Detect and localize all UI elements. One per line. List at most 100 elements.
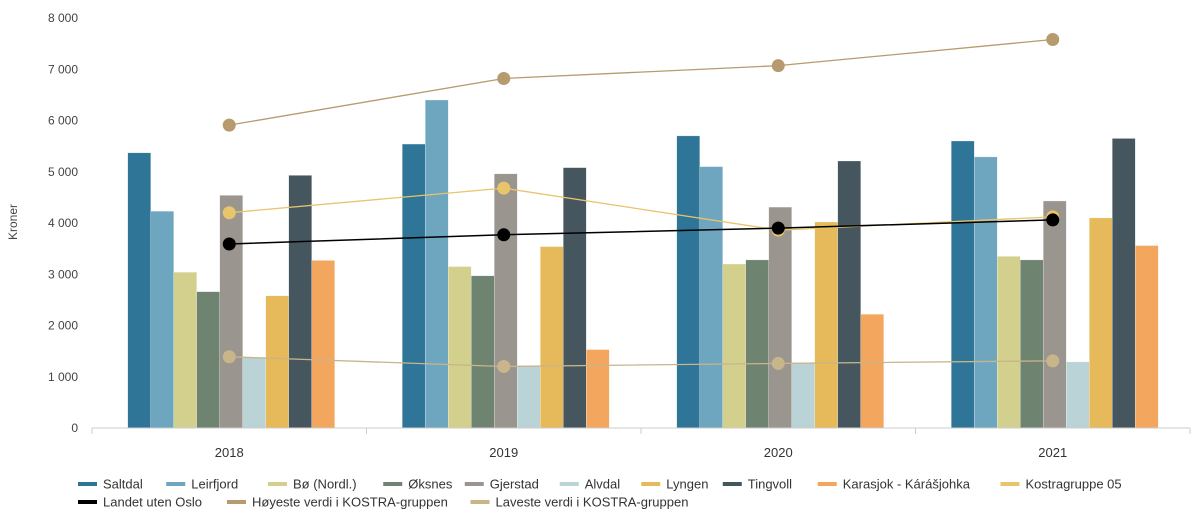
point-h-yeste-verdi-i-kostra-gruppen-2019	[497, 71, 511, 85]
point-laveste-verdi-i-kostra-gruppen-2021	[1046, 354, 1060, 368]
legend-swatch--ksnes	[383, 482, 403, 486]
point-h-yeste-verdi-i-kostra-gruppen-2018	[222, 118, 236, 132]
line-landet-uten-oslo	[229, 219, 1053, 245]
bar--ksnes-2020	[745, 259, 769, 429]
bar-alvdal-2019	[517, 365, 541, 429]
legend-swatch-karasjok-k-r-johka	[817, 482, 837, 486]
bar-tingvoll-2020	[837, 160, 861, 429]
x-tick-label: 2021	[1038, 445, 1067, 460]
y-tick-label: 2 000	[48, 319, 78, 333]
bar-saltdal-2018	[127, 152, 151, 429]
bar-karasjok-k-r-johka-2018	[311, 260, 335, 429]
legend-swatch-landet-uten-oslo	[78, 500, 97, 504]
bar-lyngen-2019	[540, 246, 564, 429]
y-tick-label: 7 000	[48, 62, 78, 76]
bar-marks	[127, 99, 1159, 429]
bar-leirfjord-2019	[425, 99, 449, 429]
bar-lyngen-2018	[265, 295, 289, 429]
y-axis-label: Kroner	[6, 204, 20, 240]
bar-b-nordl--2018	[173, 271, 197, 429]
x-axis: 2018 2019 2020 2021	[91, 427, 1191, 460]
bar-gjerstad-2018	[219, 195, 243, 429]
bar-leirfjord-2018	[150, 210, 174, 429]
legend-swatch-laveste-verdi-i-kostra-gruppen	[470, 500, 490, 504]
bar-karasjok-k-r-johka-2020	[860, 313, 884, 429]
legend-label-karasjok-k-r-johka: Karasjok - Kárášjohka	[843, 477, 971, 492]
bar-saltdal-2021	[951, 140, 975, 429]
bar-alvdal-2018	[242, 357, 266, 429]
legend-swatch-lyngen	[641, 482, 661, 486]
legend-swatch-alvdal	[559, 482, 579, 486]
bar-saltdal-2020	[676, 135, 700, 429]
bar-saltdal-2019	[402, 143, 426, 429]
legend-label-h-yeste-verdi-i-kostra-gruppen: Høyeste verdi i KOSTRA-gruppen	[252, 495, 448, 510]
x-tick-label: 2019	[489, 445, 518, 460]
y-tick-label: 5 000	[48, 165, 78, 179]
line-marks	[222, 33, 1060, 373]
bar-alvdal-2020	[791, 363, 815, 429]
bar-lyngen-2020	[814, 221, 838, 429]
legend-swatch-tingvoll	[722, 482, 742, 486]
point-landet-uten-oslo-2021	[1046, 213, 1060, 227]
x-tick-label: 2018	[215, 445, 244, 460]
legend-label-leirfjord: Leirfjord	[191, 477, 238, 492]
y-axis: 0 1 000 2 000 3 000 4 000 5 000 6 000 7 000 8 00…	[48, 11, 78, 435]
legend-label-lyngen: Lyngen	[666, 477, 708, 492]
legend-label-laveste-verdi-i-kostra-gruppen: Laveste verdi i KOSTRA-gruppen	[496, 495, 689, 510]
point-landet-uten-oslo-2019	[497, 228, 511, 242]
legend-swatch-saltdal	[78, 482, 97, 486]
y-tick-label: 1 000	[48, 370, 78, 384]
bar--ksnes-2018	[196, 291, 220, 429]
bar-gjerstad-2020	[768, 206, 792, 429]
legend-label-kostragruppe-05: Kostragruppe 05	[1026, 477, 1122, 492]
point-h-yeste-verdi-i-kostra-gruppen-2021	[1046, 33, 1060, 47]
y-tick-label: 6 000	[48, 114, 78, 128]
legend-label-gjerstad: Gjerstad	[490, 477, 539, 492]
bar-leirfjord-2021	[974, 156, 998, 429]
point-kostragruppe-05-2019	[497, 181, 511, 195]
legend-label-b-nordl-: Bø (Nordl.)	[293, 477, 357, 492]
point-landet-uten-oslo-2020	[771, 221, 785, 235]
bar-b-nordl--2020	[722, 263, 746, 429]
legend-swatch-b-nordl-	[268, 482, 287, 486]
legend-swatch-h-yeste-verdi-i-kostra-gruppen	[227, 500, 246, 504]
bar-leirfjord-2020	[699, 166, 723, 429]
y-tick-label: 8 000	[48, 11, 78, 25]
bar-alvdal-2021	[1066, 361, 1090, 429]
legend-swatch-kostragruppe-05	[1000, 482, 1020, 486]
bar-tingvoll-2018	[288, 175, 312, 429]
legend-swatch-leirfjord	[166, 482, 186, 486]
point-landet-uten-oslo-2018	[222, 237, 236, 251]
point-kostragruppe-05-2018	[222, 206, 236, 220]
y-tick-label: 4 000	[48, 216, 78, 230]
bar-b-nordl--2019	[448, 266, 472, 429]
point-laveste-verdi-i-kostra-gruppen-2020	[771, 356, 785, 370]
legend: Saltdal Leirfjord Bø (Nordl.) Øksnes Gjersta…	[78, 477, 1122, 510]
legend-label--ksnes: Øksnes	[408, 477, 453, 492]
point-laveste-verdi-i-kostra-gruppen-2018	[222, 350, 236, 364]
legend-swatch-gjerstad	[464, 482, 484, 486]
bar--ksnes-2021	[1020, 259, 1044, 429]
legend-label-landet-uten-oslo: Landet uten Oslo	[103, 495, 202, 510]
bar-gjerstad-2021	[1043, 200, 1067, 429]
bar--ksnes-2019	[471, 275, 495, 429]
y-tick-label: 3 000	[48, 267, 78, 281]
line-laveste-verdi-i-kostra-gruppen	[229, 356, 1053, 368]
legend-label-saltdal: Saltdal	[103, 477, 143, 492]
bar-tingvoll-2021	[1112, 138, 1136, 429]
x-tick-label: 2020	[764, 445, 793, 460]
point-h-yeste-verdi-i-kostra-gruppen-2020	[771, 59, 785, 73]
bar-lyngen-2021	[1089, 217, 1113, 429]
bar-tingvoll-2019	[563, 167, 587, 429]
bar-karasjok-k-r-johka-2019	[586, 349, 610, 429]
bar-karasjok-k-r-johka-2021	[1135, 245, 1159, 429]
legend-label-tingvoll: Tingvoll	[748, 477, 792, 492]
point-laveste-verdi-i-kostra-gruppen-2019	[497, 360, 511, 373]
line-h-yeste-verdi-i-kostra-gruppen	[229, 38, 1053, 126]
bar-gjerstad-2019	[494, 173, 518, 429]
legend-label-alvdal: Alvdal	[585, 477, 621, 492]
y-tick-label: 0	[71, 421, 78, 435]
bar-b-nordl--2021	[997, 256, 1021, 429]
